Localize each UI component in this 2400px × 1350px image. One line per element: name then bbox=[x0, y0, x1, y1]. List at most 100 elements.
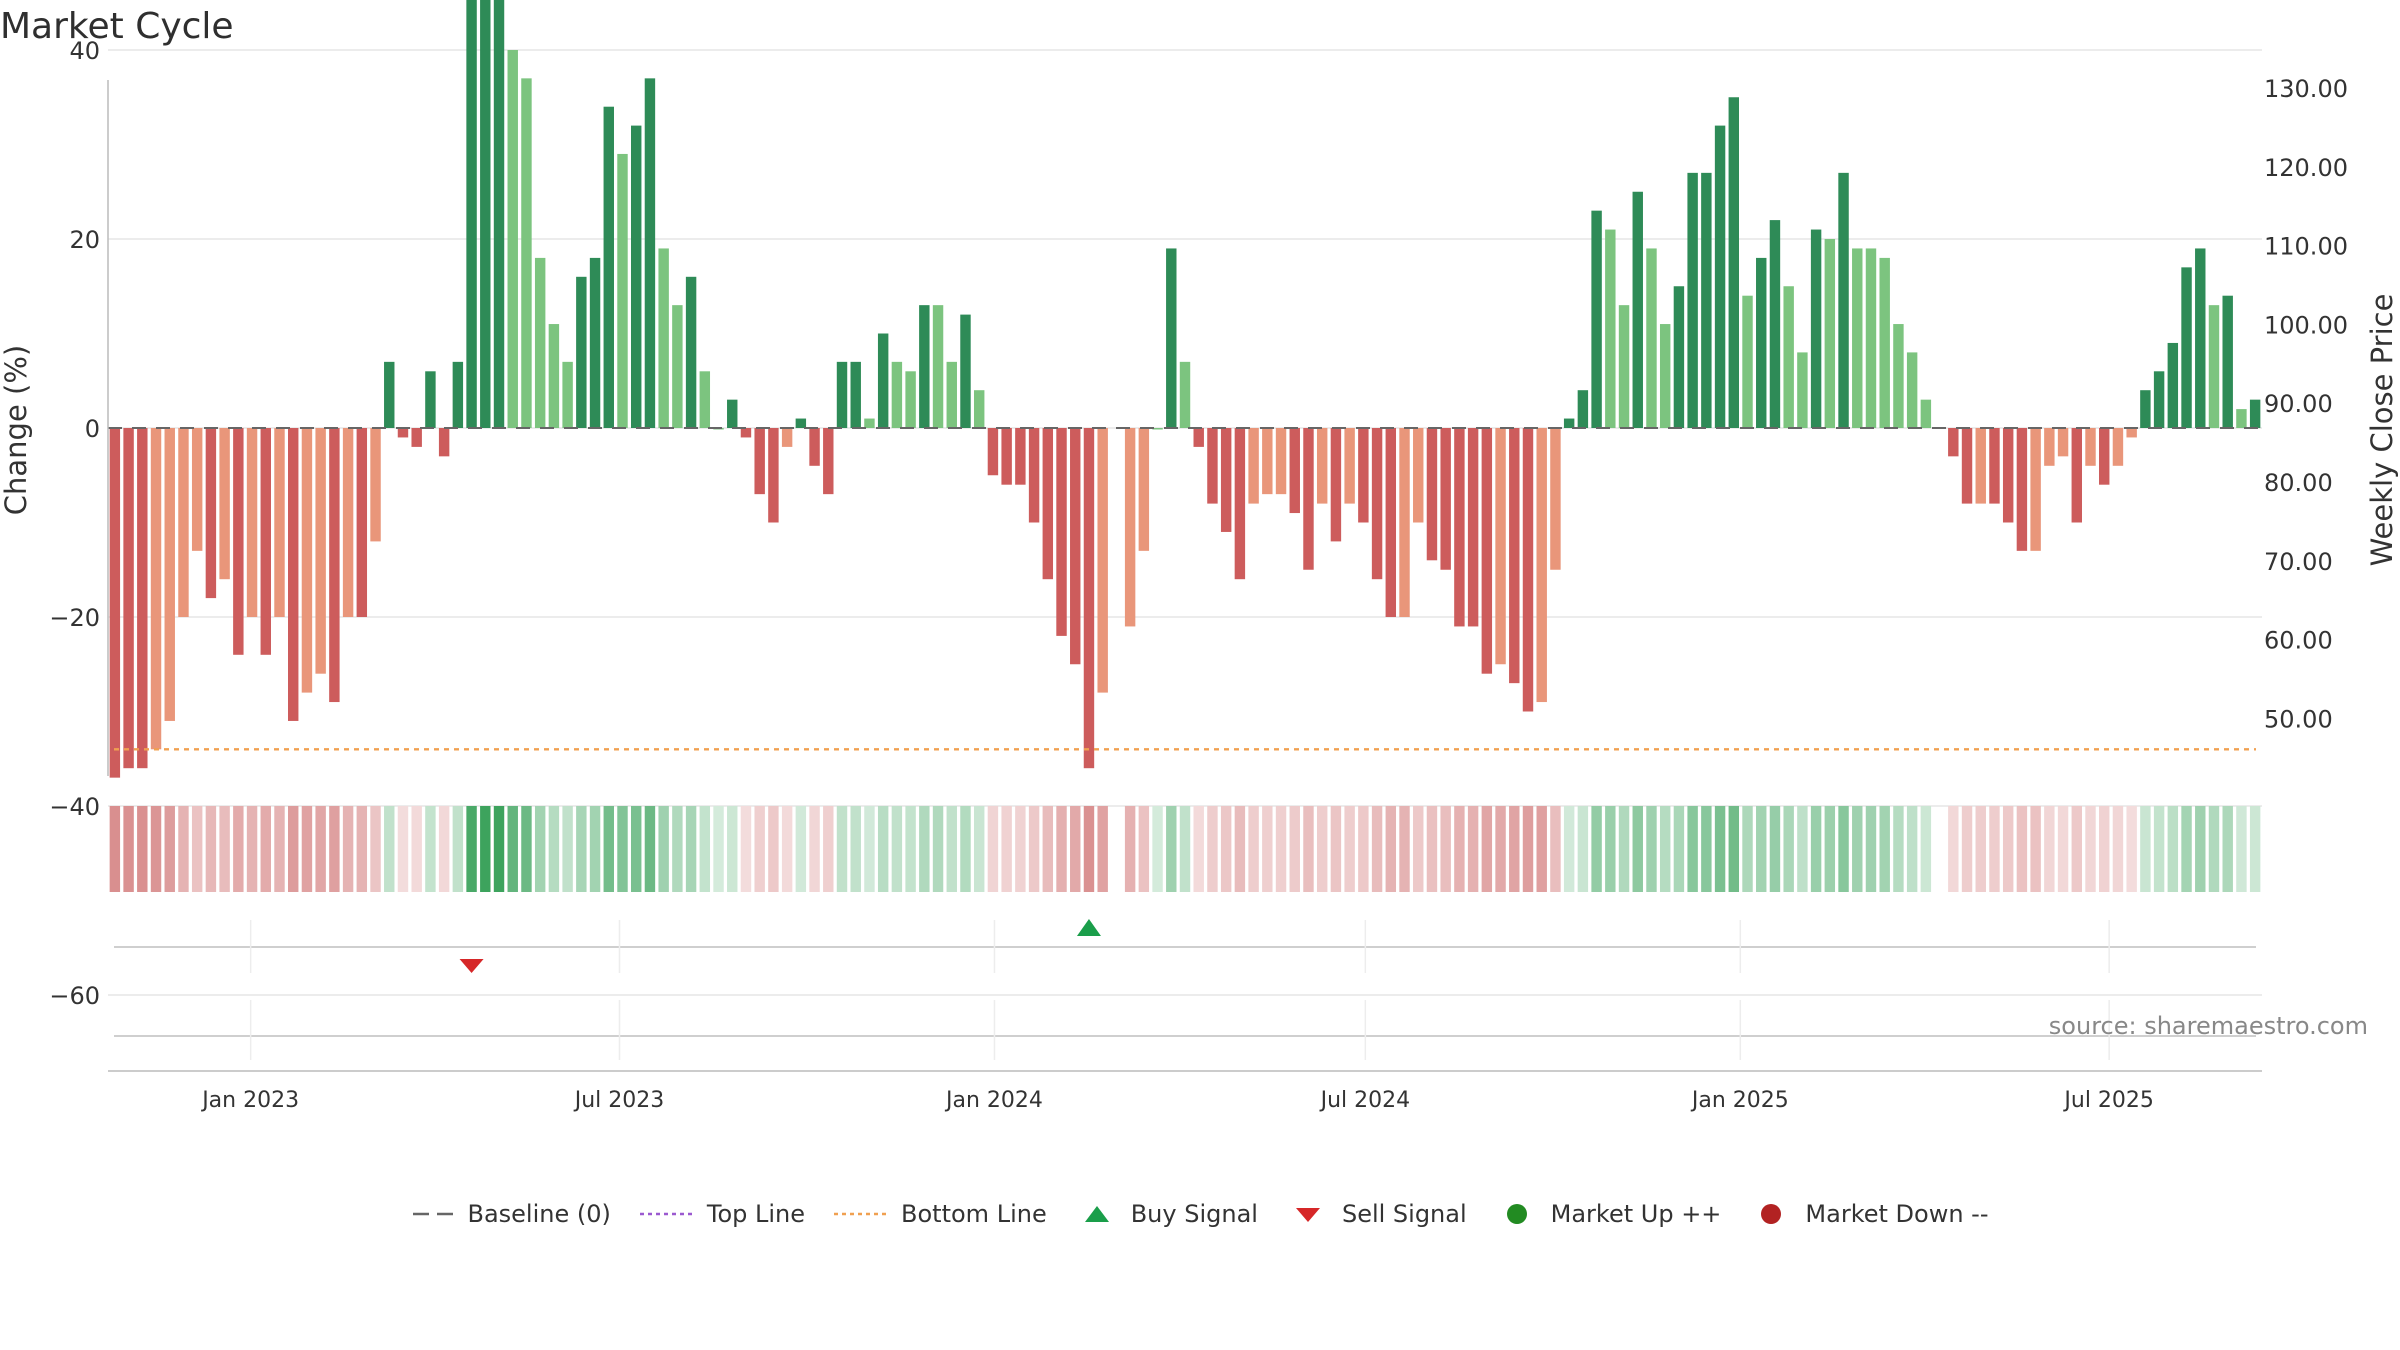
bar bbox=[809, 428, 820, 466]
y2-tick-label: 70.00 bbox=[2264, 548, 2333, 576]
bar bbox=[2249, 399, 2261, 428]
bar bbox=[1371, 428, 1383, 580]
bar bbox=[2222, 295, 2233, 428]
bar bbox=[1358, 428, 1369, 523]
legend-item[interactable]: Market Up ++ bbox=[1495, 1200, 1721, 1228]
heat-cell bbox=[164, 806, 175, 892]
heat-cell bbox=[1097, 806, 1108, 892]
heat-cell bbox=[507, 806, 518, 892]
bar bbox=[823, 428, 834, 495]
legend-item[interactable]: Baseline (0) bbox=[411, 1200, 611, 1228]
legend-item[interactable]: Sell Signal bbox=[1286, 1200, 1467, 1228]
bar bbox=[2208, 305, 2220, 428]
bar bbox=[1440, 428, 1451, 570]
heat-cell bbox=[384, 806, 395, 892]
heat-cell bbox=[1399, 806, 1410, 892]
bar bbox=[617, 153, 628, 428]
heat-cell bbox=[178, 806, 189, 892]
bar bbox=[521, 78, 532, 428]
bar bbox=[2002, 428, 2014, 523]
bar bbox=[1426, 428, 1438, 561]
bar bbox=[1275, 428, 1287, 495]
heat-cell bbox=[1577, 806, 1589, 892]
heat-cell bbox=[480, 806, 491, 892]
bar-series bbox=[109, 0, 2261, 778]
legend-item[interactable]: Market Down -- bbox=[1749, 1200, 1989, 1228]
bar bbox=[2057, 428, 2069, 457]
bar bbox=[1632, 191, 1643, 428]
bar bbox=[1289, 428, 1300, 514]
heat-cell bbox=[370, 806, 381, 892]
heat-cell bbox=[2044, 806, 2055, 892]
heat-cell bbox=[109, 806, 121, 892]
bar bbox=[932, 305, 944, 428]
bar bbox=[2071, 428, 2082, 523]
heat-cell bbox=[1481, 806, 1493, 892]
heat-cell bbox=[1961, 806, 1973, 892]
heat-cell bbox=[1070, 806, 1081, 892]
heat-cell bbox=[1220, 806, 1232, 892]
bar bbox=[1810, 229, 1822, 428]
bar bbox=[781, 428, 793, 447]
heat-cell bbox=[1358, 806, 1369, 892]
bar bbox=[1234, 428, 1246, 580]
bar bbox=[356, 428, 368, 617]
bar bbox=[397, 428, 409, 438]
bar bbox=[1563, 418, 1575, 428]
heat-cell bbox=[2030, 806, 2041, 892]
heat-cell bbox=[1742, 806, 1753, 892]
legend-item[interactable]: Bottom Line bbox=[833, 1200, 1047, 1228]
heat-cell bbox=[1207, 806, 1218, 892]
heat-cell bbox=[2112, 806, 2124, 892]
bar bbox=[1687, 172, 1698, 428]
market-up-dot-icon bbox=[1506, 1204, 1527, 1224]
heat-cell bbox=[1413, 806, 1424, 892]
heat-cell bbox=[1042, 806, 1054, 892]
bar bbox=[123, 428, 134, 769]
heat-cell bbox=[1083, 806, 1095, 892]
bar bbox=[576, 276, 587, 428]
legend-label: Buy Signal bbox=[1130, 1200, 1258, 1228]
bar bbox=[1728, 97, 1740, 428]
heat-cell bbox=[1659, 806, 1671, 892]
heat-cell bbox=[1001, 806, 1012, 892]
heat-cell bbox=[301, 806, 313, 892]
heat-cell bbox=[1852, 806, 1863, 892]
bar bbox=[1330, 428, 1342, 542]
heat-cell bbox=[1920, 806, 1932, 892]
bar bbox=[1975, 428, 1986, 504]
legend-item[interactable]: Buy Signal bbox=[1075, 1200, 1258, 1228]
bar bbox=[1646, 248, 1657, 428]
legend: Baseline (0) Top Line Bottom Line Buy Signa… bbox=[0, 1200, 2400, 1228]
heat-cell bbox=[2167, 806, 2179, 892]
bar bbox=[905, 371, 916, 428]
x-axis: Jan 2023 Jul 2023 Jan 2024 Jul 2024 Jan 2025… bbox=[108, 920, 2262, 1113]
heat-cell bbox=[2208, 806, 2220, 892]
heat-cell bbox=[864, 806, 875, 892]
y2-tick-label: 130.00 bbox=[2264, 75, 2348, 103]
heat-cell bbox=[2181, 806, 2192, 892]
heat-cell bbox=[534, 806, 546, 892]
heat-cell bbox=[260, 806, 271, 892]
heat-cell bbox=[1234, 806, 1246, 892]
y2-tick-label: 80.00 bbox=[2264, 469, 2333, 497]
bar bbox=[2044, 428, 2055, 466]
heat-cell bbox=[1769, 806, 1781, 892]
y-tick-label: 40 bbox=[69, 37, 100, 65]
heat-cell bbox=[891, 806, 903, 892]
heat-cell bbox=[1152, 806, 1163, 892]
bar bbox=[1262, 428, 1273, 495]
bar bbox=[1207, 428, 1218, 504]
heat-cell bbox=[1509, 806, 1520, 892]
heat-cell bbox=[946, 806, 957, 892]
heat-cell bbox=[727, 806, 738, 892]
bar bbox=[1769, 220, 1781, 428]
heat-cell bbox=[205, 806, 217, 892]
heat-cell bbox=[932, 806, 944, 892]
heat-cell bbox=[2140, 806, 2151, 892]
y-tick-label: 20 bbox=[69, 226, 100, 254]
heat-cell bbox=[1728, 806, 1740, 892]
legend-item[interactable]: Top Line bbox=[639, 1200, 805, 1228]
bar bbox=[589, 257, 601, 428]
legend-label: Baseline (0) bbox=[467, 1200, 611, 1228]
